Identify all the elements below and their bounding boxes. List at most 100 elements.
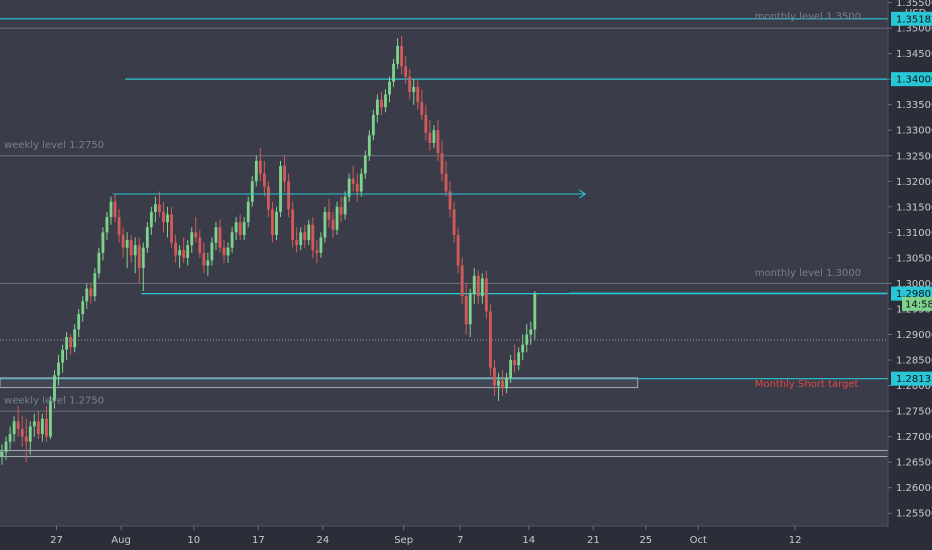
candle-body	[468, 293, 472, 325]
candle	[250, 176, 254, 207]
candle-body	[141, 247, 145, 269]
candle	[117, 209, 121, 243]
candle	[440, 140, 444, 182]
candle-body	[97, 252, 101, 274]
x-tick-label: 25	[639, 535, 652, 546]
candle-body	[448, 191, 452, 210]
candle-body	[117, 217, 121, 235]
candle-body	[24, 436, 28, 442]
candle	[319, 232, 323, 258]
candle-body	[497, 380, 500, 386]
candle	[262, 160, 266, 197]
candle	[533, 291, 537, 340]
candle-body	[0, 451, 4, 458]
candle	[93, 268, 97, 302]
candle	[476, 270, 480, 304]
candle	[36, 411, 40, 440]
candle-body	[262, 173, 266, 187]
candle-body	[250, 181, 254, 202]
candle	[49, 395, 52, 440]
candle-body	[295, 240, 299, 246]
candle	[363, 150, 367, 179]
candle	[222, 240, 226, 263]
candle-body	[521, 344, 525, 353]
price-label[interactable]: 1.28135	[891, 371, 932, 386]
time-axis-panel[interactable]	[0, 526, 932, 550]
candle-body	[464, 296, 468, 325]
candle	[420, 89, 424, 121]
candle	[242, 217, 246, 241]
candle-body	[246, 201, 250, 223]
candle-body	[392, 63, 395, 82]
candle-body	[162, 211, 165, 223]
candle-body	[137, 245, 141, 269]
candle	[307, 219, 311, 246]
candle-body	[8, 434, 12, 442]
candle	[12, 416, 16, 442]
candle	[327, 199, 331, 228]
annotation-2[interactable]: monthly level 1.3000	[755, 268, 861, 279]
candle-body	[529, 329, 533, 335]
price-label[interactable]: 1.35182	[891, 11, 932, 26]
candle-body	[258, 160, 262, 174]
candle	[40, 413, 44, 442]
annotation-1[interactable]: monthly level 1.3500	[755, 11, 861, 22]
candle-body	[311, 224, 315, 251]
candle-body	[359, 173, 363, 192]
candle-body	[375, 99, 379, 115]
candle-body	[493, 367, 496, 386]
x-tick-label: Oct	[690, 535, 707, 546]
annotation-0[interactable]: weekly level 1.2750	[4, 140, 104, 151]
candle-body	[271, 209, 274, 235]
candle-body	[384, 94, 387, 108]
candle-body	[440, 153, 444, 174]
horizontal-levels	[0, 18, 888, 412]
candle	[400, 35, 404, 75]
candle-body	[226, 247, 230, 256]
candle	[529, 321, 533, 345]
candle-body	[525, 334, 529, 345]
annotation-3[interactable]: weekly level 1.2750	[4, 395, 104, 406]
candle	[267, 181, 270, 218]
zone-rect-1[interactable]	[0, 449, 889, 458]
y-tick-label: 1.29000	[896, 330, 932, 341]
candle	[81, 296, 85, 322]
candle-body	[319, 237, 323, 253]
candle	[448, 181, 452, 218]
candle-body	[101, 232, 105, 253]
candle	[149, 206, 153, 235]
zone-rect-0[interactable]	[0, 377, 639, 389]
candle-body	[194, 232, 198, 238]
candle	[347, 173, 351, 202]
candle	[53, 370, 56, 409]
candle	[89, 283, 93, 304]
candle	[4, 436, 8, 460]
candle	[489, 303, 492, 376]
candle	[392, 58, 395, 87]
candle-body	[202, 252, 206, 266]
candle	[158, 191, 161, 218]
candle	[85, 283, 89, 309]
candle-body	[287, 181, 291, 210]
annotation-4[interactable]: Monthly Short target	[755, 379, 859, 390]
candle	[162, 201, 165, 233]
candle	[234, 217, 238, 241]
candle	[77, 308, 81, 338]
candle-body	[307, 224, 311, 241]
price-axis-panel[interactable]	[888, 0, 932, 526]
candle-body	[170, 214, 173, 243]
candle-body	[400, 45, 404, 67]
candle	[525, 324, 529, 353]
candle	[275, 206, 278, 241]
candle	[404, 56, 408, 85]
candle	[384, 89, 387, 113]
candle-body	[380, 99, 383, 108]
candle-body	[230, 232, 234, 248]
price-label-bg	[891, 11, 932, 26]
candle	[202, 242, 206, 274]
candle	[355, 173, 359, 202]
price-label[interactable]: 1.34000	[891, 72, 932, 87]
candle	[20, 416, 24, 447]
candle	[521, 334, 525, 361]
candle-body	[12, 421, 16, 435]
